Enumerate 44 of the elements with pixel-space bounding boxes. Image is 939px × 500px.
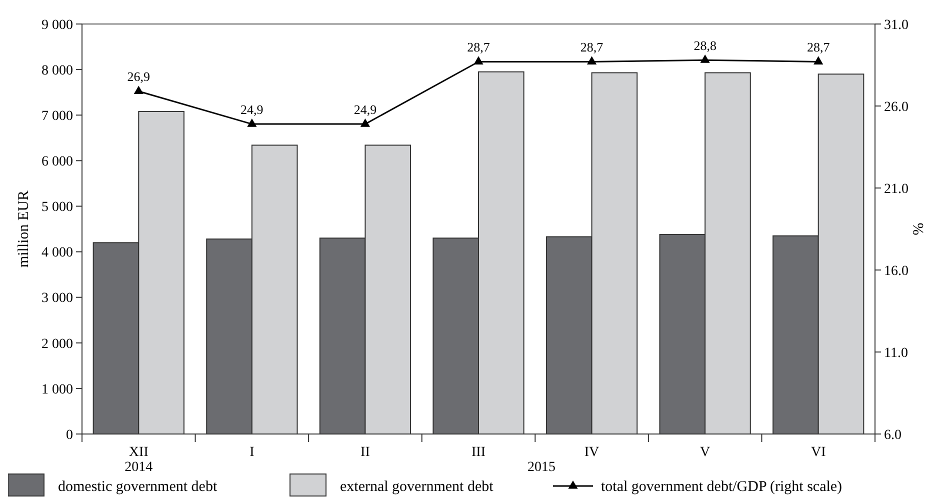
data-label: 28,7: [467, 40, 490, 55]
point: [360, 118, 370, 127]
point: [586, 56, 597, 64]
x-tick-label: III: [472, 445, 486, 460]
x-tick-label: VI: [810, 445, 826, 460]
x-tick-label: II: [360, 445, 370, 460]
x-tick-label: I: [250, 445, 255, 460]
point: [474, 56, 484, 64]
x-tick-label: XII: [128, 445, 149, 460]
y2-axis-title: %: [911, 222, 927, 236]
data-label: 28,7: [580, 40, 604, 55]
legend-label: domestic government debt: [58, 479, 218, 495]
y-tick-label: 4 000: [42, 246, 73, 261]
data-label: 28,8: [694, 38, 716, 54]
legend-label: total government debt/GDP (right scale): [601, 479, 842, 495]
legend-label: external government debt: [340, 479, 494, 495]
data-label: 24,9: [240, 102, 264, 118]
point: [247, 118, 257, 127]
x-tick-label: V: [700, 445, 710, 460]
point: [814, 56, 824, 64]
y-tick-label: 0: [66, 428, 73, 443]
y2-tick-label: 21.0: [884, 182, 908, 197]
y2-tick-label: 26.0: [884, 100, 908, 115]
y2-tick-label: 31.0: [884, 18, 908, 33]
y-tick-label: 5 000: [42, 200, 73, 216]
y-tick-label: 3 000: [42, 291, 73, 306]
text: 2014: [124, 460, 153, 475]
point: [134, 86, 144, 94]
data-label: 24,9: [354, 102, 377, 118]
data-label: 26,9: [127, 69, 150, 84]
y-tick-label: 1 000: [42, 382, 73, 398]
y-tick-label: 8 000: [42, 63, 73, 78]
y-tick-label: 9 000: [42, 18, 73, 33]
data-label: 28,7: [806, 40, 830, 55]
y2-tick-label: 16.0: [884, 264, 908, 279]
y2-tick-label: 6.0: [884, 428, 902, 443]
y-tick-label: 2 000: [42, 336, 73, 352]
text: 2015: [528, 460, 556, 475]
y2-tick-label: 11.0: [884, 346, 908, 361]
y-axis-title: million EUR: [16, 190, 32, 268]
x-tick-label: IV: [584, 445, 600, 460]
y-tick-label: 7 000: [42, 109, 73, 124]
y-tick-label: 6 000: [42, 154, 73, 170]
point: [700, 54, 710, 63]
